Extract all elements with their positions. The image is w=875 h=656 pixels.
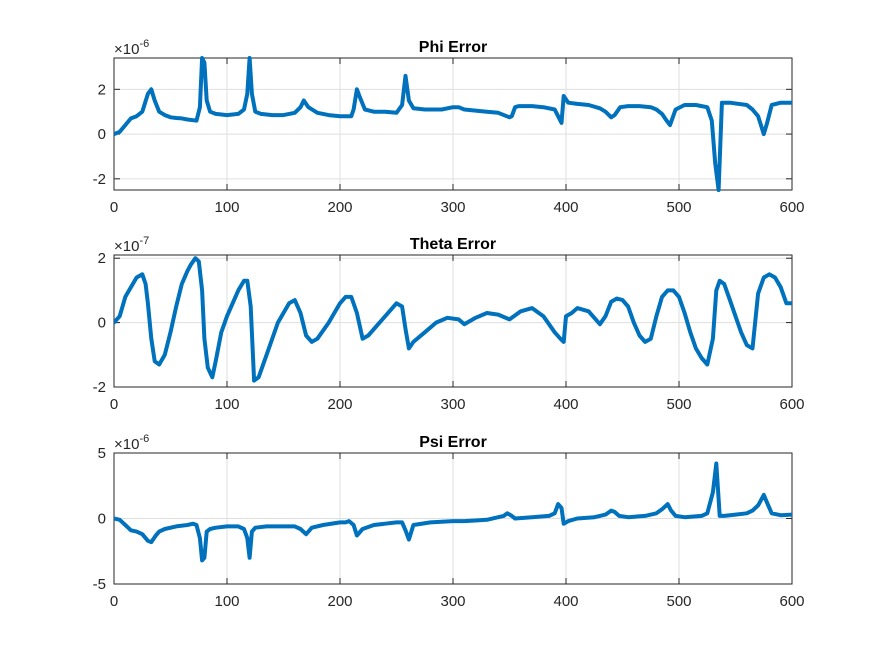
x-tick-label: 400 bbox=[553, 199, 578, 216]
x-tick-label: 200 bbox=[327, 593, 352, 610]
x-tick-label: 600 bbox=[779, 593, 804, 610]
subplot-3: 0 100 200 300 400 500 600-505×10-6 Psi Error bbox=[93, 433, 805, 610]
x-tick-label: 0 bbox=[110, 199, 118, 216]
x-tick-label: 100 bbox=[214, 199, 239, 216]
x-tick-label: 200 bbox=[327, 396, 352, 413]
x-tick-label: 200 bbox=[327, 199, 352, 216]
x-tick-label: 400 bbox=[553, 593, 578, 610]
x-tick-label: 600 bbox=[779, 396, 804, 413]
x-tick-label: 500 bbox=[666, 593, 691, 610]
series-line bbox=[114, 461, 792, 563]
x-tick-label: 300 bbox=[440, 593, 465, 610]
x-tick-label: 300 bbox=[440, 396, 465, 413]
y-tick-label: 2 bbox=[98, 250, 106, 267]
y-tick-label: 0 bbox=[98, 126, 106, 143]
subplot-1: 0 100 200 300 400 500 600-202×10-6 Phi Error bbox=[93, 38, 805, 216]
series-line bbox=[114, 56, 792, 192]
y-tick-label: -2 bbox=[93, 171, 106, 188]
x-tick-label: 0 bbox=[110, 396, 118, 413]
subplot-title: Theta Error bbox=[410, 236, 496, 253]
subplot-title: Psi Error bbox=[419, 434, 487, 451]
x-tick-label: 500 bbox=[666, 199, 691, 216]
x-tick-label: 300 bbox=[440, 199, 465, 216]
x-tick-label: 100 bbox=[214, 593, 239, 610]
x-tick-label: 100 bbox=[214, 396, 239, 413]
y-tick-label: 2 bbox=[98, 81, 106, 98]
x-tick-label: 400 bbox=[553, 396, 578, 413]
subplot-2: 0 100 200 300 400 500 600-202×10-7 Theta Error bbox=[93, 235, 805, 413]
x-tick-label: 600 bbox=[779, 199, 804, 216]
y-tick-label: -2 bbox=[93, 379, 106, 396]
y-tick-label: 5 bbox=[98, 445, 106, 462]
y-tick-label: 0 bbox=[98, 315, 106, 332]
y-tick-label: 0 bbox=[98, 511, 106, 528]
y-exponent-label: ×10-7 bbox=[114, 235, 149, 255]
series-line bbox=[114, 256, 792, 383]
subplot-title: Phi Error bbox=[419, 39, 487, 56]
y-exponent-label: ×10-6 bbox=[114, 433, 149, 453]
x-tick-label: 0 bbox=[110, 593, 118, 610]
y-exponent-label: ×10-6 bbox=[114, 38, 149, 58]
y-tick-label: -5 bbox=[93, 576, 106, 593]
x-tick-label: 500 bbox=[666, 396, 691, 413]
